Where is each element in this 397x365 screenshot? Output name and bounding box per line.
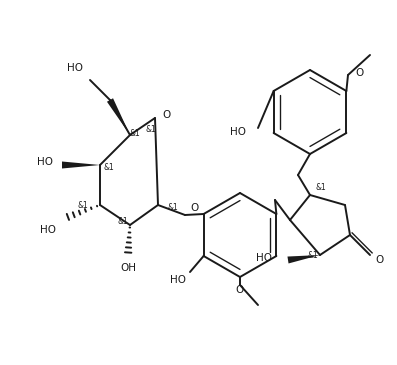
Text: O: O <box>375 255 383 265</box>
Text: &1: &1 <box>129 128 140 138</box>
Text: O: O <box>190 203 198 213</box>
Text: HO: HO <box>37 157 53 167</box>
Text: &1: &1 <box>103 164 114 173</box>
Text: HO: HO <box>230 127 246 137</box>
Text: HO: HO <box>256 253 272 263</box>
Text: &1: &1 <box>77 200 88 210</box>
Text: HO: HO <box>40 225 56 235</box>
Text: O: O <box>162 110 170 120</box>
Polygon shape <box>107 98 130 135</box>
Text: &1: &1 <box>145 126 156 134</box>
Text: HO: HO <box>67 63 83 73</box>
Text: O: O <box>355 68 363 78</box>
Text: O: O <box>236 285 244 295</box>
Text: &1: &1 <box>308 250 319 260</box>
Text: &1: &1 <box>117 218 128 227</box>
Text: &1: &1 <box>315 184 326 192</box>
Polygon shape <box>287 255 320 264</box>
Text: OH: OH <box>120 263 136 273</box>
Text: &1: &1 <box>168 204 179 212</box>
Polygon shape <box>62 161 100 169</box>
Text: HO: HO <box>170 275 186 285</box>
